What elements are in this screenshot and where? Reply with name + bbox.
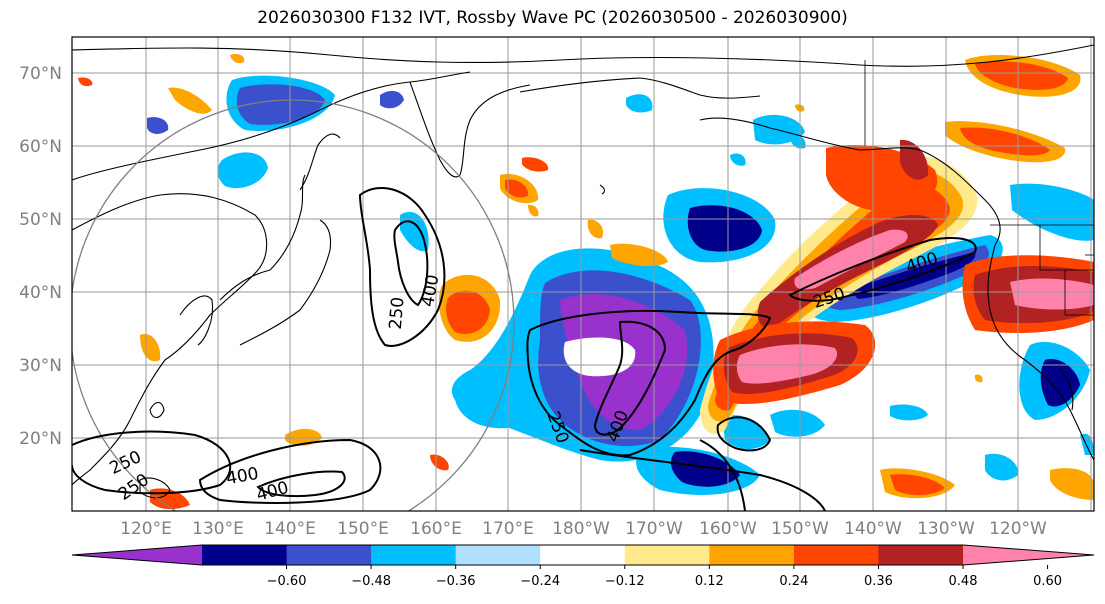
colorbar-tick-label: 0.48	[949, 574, 978, 589]
political-borders	[864, 60, 1094, 316]
colorbar-segment	[286, 545, 372, 565]
lat-label: 70°N	[19, 64, 62, 84]
map-panel	[72, 37, 1094, 511]
lon-label: 120°W	[989, 519, 1047, 539]
map-frame	[71, 36, 1095, 512]
lon-label: 170°W	[625, 519, 683, 539]
analysis-domain-circle	[72, 99, 515, 511]
lon-label: 150°E	[337, 519, 389, 539]
lon-label: 120°E	[120, 519, 172, 539]
colorbar-segment	[540, 545, 626, 565]
lat-label: 50°N	[19, 210, 62, 230]
colorbar-segment	[202, 545, 288, 565]
colorbar-segment	[709, 545, 795, 565]
colorbar: −0.60 −0.48 −0.36 −0.24 −0.12 0.12 0.24 0.36 0.4…	[71, 544, 1095, 589]
lon-label: 170°E	[482, 519, 534, 539]
colorbar-outline	[71, 544, 1095, 566]
colorbar-segment	[624, 545, 710, 565]
lon-label: 150°W	[771, 519, 829, 539]
colorbar-tick-label: −0.36	[436, 574, 476, 589]
colorbar-tick-label: −0.24	[520, 574, 560, 589]
lon-label: 130°W	[917, 519, 975, 539]
colorbar-tick-label: 0.24	[779, 574, 808, 589]
lon-label: 180°W	[552, 519, 610, 539]
lat-label: 60°N	[19, 137, 62, 157]
colorbar-tick-label: −0.12	[605, 574, 645, 589]
colorbar-segment	[72, 545, 202, 565]
lat-label: 20°N	[19, 429, 62, 449]
lon-label: 160°W	[699, 519, 757, 539]
lat-label: 40°N	[19, 283, 62, 303]
colorbar-tick-label: 0.12	[695, 574, 724, 589]
contour-label: 250	[386, 296, 409, 330]
colorbar-segment	[793, 545, 879, 565]
colorbar-segment	[455, 545, 541, 565]
lon-label: 140°E	[264, 519, 316, 539]
longitude-labels: 120°E 130°E 140°E 150°E 160°E 170°E 180°…	[120, 519, 1047, 539]
colorbar-tick-label: 0.60	[1033, 574, 1062, 589]
graticule	[72, 37, 1094, 511]
colorbar-tick-label: 0.36	[864, 574, 893, 589]
positive-anomaly-shading	[78, 53, 1094, 510]
lon-label: 160°E	[410, 519, 462, 539]
latitude-labels: 70°N 60°N 50°N 40°N 30°N 20°N	[19, 64, 62, 449]
ivt-contours	[72, 186, 977, 511]
colorbar-segment	[878, 545, 964, 565]
colorbar-tick-label: −0.60	[267, 574, 307, 589]
map-title: 2026030300 F132 IVT, Rossby Wave PC (202…	[257, 8, 848, 28]
colorbar-segment	[371, 545, 457, 565]
lat-label: 30°N	[19, 356, 62, 376]
coastlines	[72, 44, 1094, 499]
colorbar-segment	[963, 545, 1094, 565]
lon-label: 140°W	[844, 519, 902, 539]
lon-label: 130°E	[192, 519, 244, 539]
colorbar-tick-label: −0.48	[351, 574, 391, 589]
